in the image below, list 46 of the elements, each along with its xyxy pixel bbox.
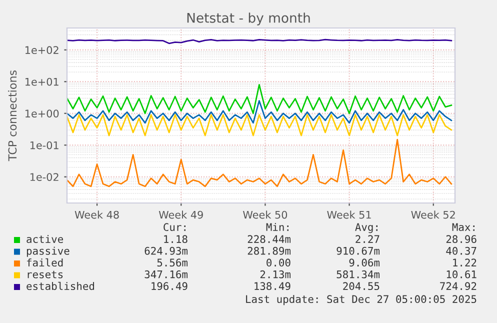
text: 5.56m xyxy=(157,258,188,267)
line-series xyxy=(67,100,452,124)
chart-title: Netstat - by month xyxy=(187,12,310,26)
text: 196.49 xyxy=(152,282,188,290)
y-axis-title: TCP connections xyxy=(8,70,17,162)
text: 581.34m xyxy=(336,270,380,278)
text: 204.55 xyxy=(343,282,380,290)
text: Cur: xyxy=(164,223,186,232)
text: 2.13m xyxy=(260,270,291,278)
y-tick-label: 1e-02 xyxy=(30,173,58,181)
text: Avg: xyxy=(355,223,378,234)
legend-label: failed xyxy=(26,258,63,267)
x-tick-label: Week 51 xyxy=(327,210,371,219)
y-tick-label: 1e-01 xyxy=(30,141,58,150)
text: 281.89m xyxy=(248,246,291,255)
text: 2.27 xyxy=(356,235,380,243)
text: 910.67m xyxy=(336,246,380,255)
text: 724.92 xyxy=(440,282,476,290)
text: 40.37 xyxy=(446,246,476,255)
text: 28.96 xyxy=(446,235,476,244)
x-tick-label: Week 48 xyxy=(74,210,119,219)
text: 1.18 xyxy=(164,235,188,244)
legend-label: resets xyxy=(28,270,63,278)
legend-label: passive xyxy=(26,246,70,257)
x-tick-label: Week 50 xyxy=(243,210,288,219)
text: 228.44m xyxy=(248,235,291,244)
legend-label: active xyxy=(26,234,64,244)
text: Last update: Sat Dec 27 05:00:05 2025 xyxy=(246,294,476,306)
text: 1.22 xyxy=(453,258,476,266)
text: 0.00 xyxy=(266,258,290,267)
legend-label: established xyxy=(26,282,94,290)
y-tick-label: 1e+01 xyxy=(25,78,58,86)
y-tick-label: 1e+02 xyxy=(25,46,58,54)
x-tick-label: Week 52 xyxy=(411,210,455,219)
x-tick-label: Week 49 xyxy=(158,210,203,219)
text: 138.49 xyxy=(254,282,290,290)
text: Min: xyxy=(266,222,288,231)
text: Max: xyxy=(452,223,474,232)
y-tick-label: 1e+00 xyxy=(25,110,59,118)
line-series xyxy=(67,114,452,136)
text: 9.06m xyxy=(349,258,380,267)
text: 10.61 xyxy=(446,270,476,278)
text: 624.93m xyxy=(144,246,188,255)
line-series xyxy=(67,84,452,114)
text: 347.16m xyxy=(144,270,188,278)
line-series xyxy=(67,138,452,188)
